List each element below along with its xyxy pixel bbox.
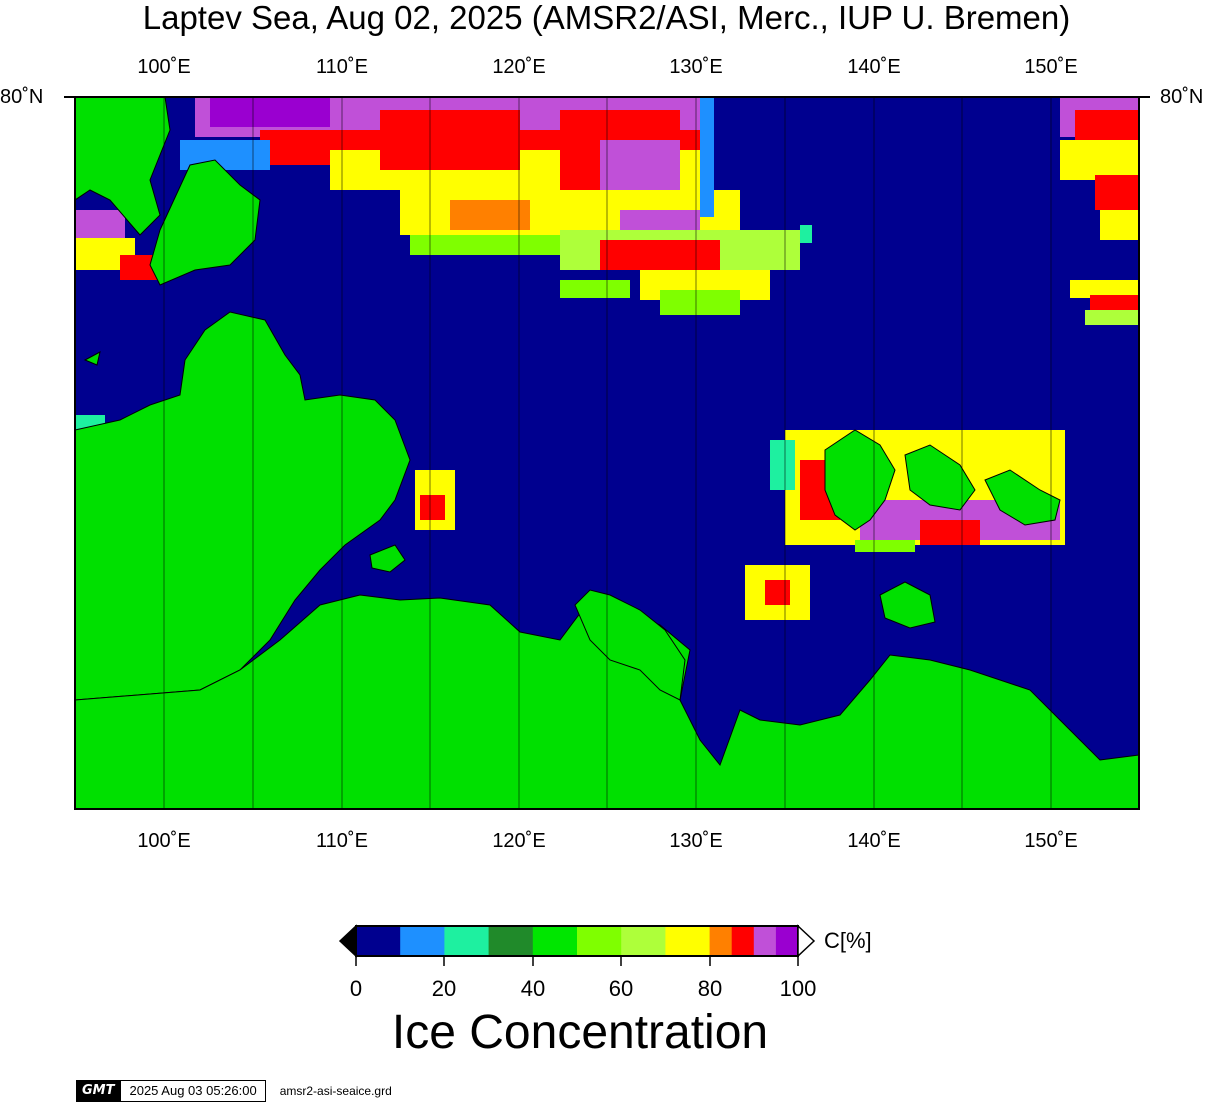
colorbar-bin-95-100	[775, 926, 799, 956]
colorbar-tick-20: 20	[431, 976, 457, 1001]
land-faddeyevsky	[984, 469, 1061, 526]
land-severnaya-zemlya-west	[75, 97, 171, 236]
land-lyakhovsky-islands	[879, 581, 936, 629]
map-frame	[74, 96, 1140, 810]
colorbar-bin-80-85	[709, 926, 733, 956]
lon-label-bottom-120e: 120˚E	[492, 830, 546, 852]
colorbar-tick-40: 40	[520, 976, 546, 1001]
land-lena-delta	[574, 589, 686, 701]
colorbar-bin-70-80	[665, 926, 711, 956]
colorbar-bin-85-90	[731, 926, 755, 956]
lon-label-top-110e: 110˚E	[316, 56, 368, 78]
sea-ice-northeast	[1060, 97, 1139, 325]
land-island-small-1	[369, 544, 406, 573]
colorbar-unit: C[%]	[824, 928, 872, 953]
lon-label-bottom-150e: 150˚E	[1024, 830, 1078, 852]
colorbar-tick-60: 60	[608, 976, 634, 1001]
land-new-siberia-island	[904, 444, 976, 511]
colorbar-bin-30-40	[488, 926, 534, 956]
colorbar-title: Ice Concentration	[391, 1006, 769, 1059]
lat-label-left-80n: 80˚N	[0, 86, 44, 108]
lon-label-bottom-130e: 130˚E	[669, 830, 723, 852]
colorbar	[338, 924, 816, 966]
gmt-logo: GMT	[76, 1080, 121, 1102]
lon-label-top-100e: 100˚E	[137, 56, 191, 78]
colorbar-tick-0: 0	[349, 976, 363, 1001]
lon-label-top-140e: 140˚E	[847, 56, 901, 78]
colorbar-bin-50-60	[577, 926, 622, 956]
colorbar-bin-0-10	[356, 926, 401, 956]
sea-ice-north	[180, 97, 812, 315]
lon-label-bottom-100e: 100˚E	[137, 830, 191, 852]
grid-file-name: amsr2-asi-seaice.grd	[279, 1084, 392, 1098]
colorbar-bin-20-30	[444, 926, 490, 956]
lon-label-top-120e: 120˚E	[492, 56, 546, 78]
land-island-small-2	[83, 351, 101, 366]
lon-label-top-130e: 130˚E	[669, 56, 723, 78]
timestamp-stamp: 2025 Aug 03 05:26:00	[120, 1080, 266, 1102]
land-taymyr	[75, 311, 411, 701]
lon-label-top-150e: 150˚E	[1024, 56, 1078, 78]
colorbar-tick-80: 80	[697, 976, 723, 1001]
colorbar-bin-60-70	[621, 926, 666, 956]
lon-label-bottom-110e: 110˚E	[316, 830, 368, 852]
colorbar-bin-40-50	[532, 926, 578, 956]
colorbar-tick-100: 100	[779, 976, 817, 1001]
colorbar-over-triangle	[797, 924, 816, 958]
land-kotelny-island	[824, 429, 896, 531]
meridian-lines	[163, 97, 1052, 809]
colorbar-bin-10-20	[400, 926, 445, 956]
colorbar-bin-90-95	[753, 926, 777, 956]
lon-label-bottom-140e: 140˚E	[847, 830, 901, 852]
gmt-footer: GMT 2025 Aug 03 05:26:00 amsr2-asi-seaic…	[76, 1080, 392, 1102]
lat-label-right-80n: 80˚N	[1160, 86, 1204, 108]
land-severnaya-zemlya	[149, 159, 261, 286]
colorbar-under-triangle	[338, 924, 357, 958]
map-title: Laptev Sea, Aug 02, 2025 (AMSR2/ASI, Mer…	[142, 0, 1071, 36]
